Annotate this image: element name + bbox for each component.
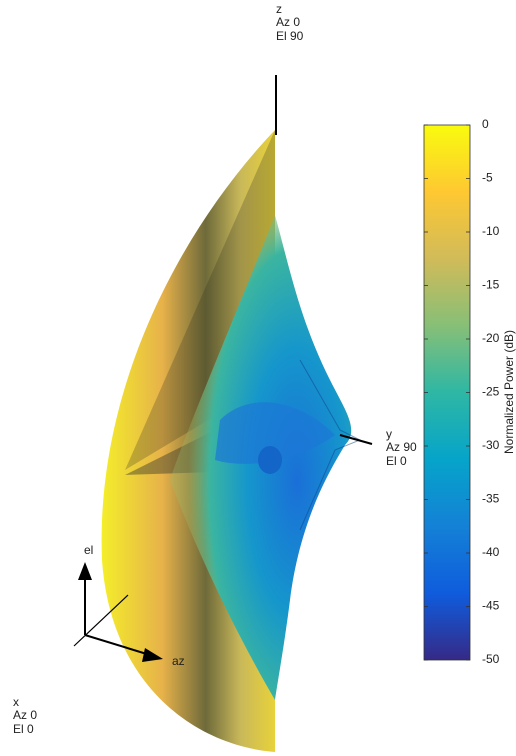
tick-label: -5 [482,171,493,185]
tick-label: -10 [482,224,500,238]
triad-label: el [84,543,93,557]
tick-label: -25 [482,385,500,399]
colorbar [423,124,471,661]
tick-label: -30 [482,438,500,452]
tick-label: -50 [482,652,500,666]
axis-az: Az 0 [13,708,37,722]
axis-el: El 0 [13,722,34,736]
axis-el: El 90 [276,29,304,43]
tick-label: -20 [482,331,500,345]
axis-name: z [276,2,282,16]
tick-label: -35 [482,492,500,506]
tick-label: 0 [482,117,489,131]
triad-label: az [172,654,185,668]
axis-az: Az 90 [386,440,417,454]
pattern-surface [101,130,362,752]
axis-el: El 0 [386,454,407,468]
axis-name: y [386,427,392,441]
axis-az: Az 0 [276,15,300,29]
tick-label: -15 [482,278,500,292]
tick-label: -45 [482,599,500,613]
axis-name: x [13,695,19,709]
triad [73,562,163,662]
axes [275,75,373,445]
colorbar-label: Normalized Power (dB) [502,330,516,454]
tick-label: -40 [482,545,500,559]
